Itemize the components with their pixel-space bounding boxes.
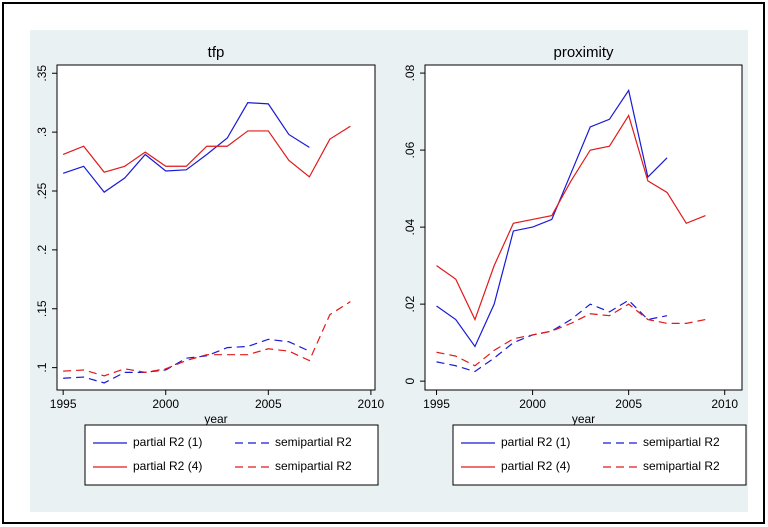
- y-tick-label: .1: [35, 362, 49, 372]
- y-tick-label: .25: [35, 182, 49, 199]
- series-line: [63, 301, 351, 377]
- x-axis-label: year: [572, 412, 595, 426]
- series-line: [62, 102, 310, 193]
- series-line: [436, 113, 706, 322]
- x-tick-label: 2005: [615, 397, 642, 411]
- y-tick-label: .35: [35, 65, 49, 82]
- y-tick-label: .02: [403, 295, 417, 312]
- x-tick-label: 2000: [152, 397, 179, 411]
- legend-label: partial R2 (1): [133, 435, 202, 449]
- plot-area: [56, 64, 376, 391]
- y-tick-label: .2: [35, 245, 49, 255]
- x-axis-label: year: [204, 412, 227, 426]
- series-line: [436, 299, 668, 373]
- x-tick-label: 2010: [358, 397, 385, 411]
- legend-label: partial R2 (1): [501, 435, 570, 449]
- series-line: [63, 338, 310, 384]
- y-tick-label: .08: [403, 64, 417, 81]
- panel-title: tfp: [208, 44, 225, 61]
- y-tick-label: .04: [403, 218, 417, 235]
- legend-label: partial R2 (4): [133, 459, 202, 473]
- x-tick-label: 1995: [50, 397, 77, 411]
- x-tick-label: 2000: [519, 397, 546, 411]
- x-tick-label: 1995: [423, 397, 450, 411]
- legend-box: [452, 424, 747, 486]
- y-tick-label: .15: [35, 300, 49, 317]
- legend-label: semipartial R2: [643, 459, 720, 473]
- panel-title: proximity: [553, 44, 614, 61]
- plot-area: [424, 64, 743, 391]
- legend-label: semipartial R2: [275, 459, 352, 473]
- series-line: [62, 125, 351, 178]
- series-line: [436, 88, 668, 348]
- y-tick-label: .06: [403, 141, 417, 158]
- legend-label: semipartial R2: [643, 435, 720, 449]
- x-tick-label: 2010: [711, 397, 738, 411]
- y-tick-label: 0: [403, 377, 417, 384]
- legend-label: semipartial R2: [275, 435, 352, 449]
- series-line: [436, 303, 706, 367]
- legend-box: [84, 424, 379, 486]
- y-tick-label: .3: [35, 127, 49, 137]
- x-tick-label: 2005: [255, 397, 282, 411]
- legend-label: partial R2 (4): [501, 459, 570, 473]
